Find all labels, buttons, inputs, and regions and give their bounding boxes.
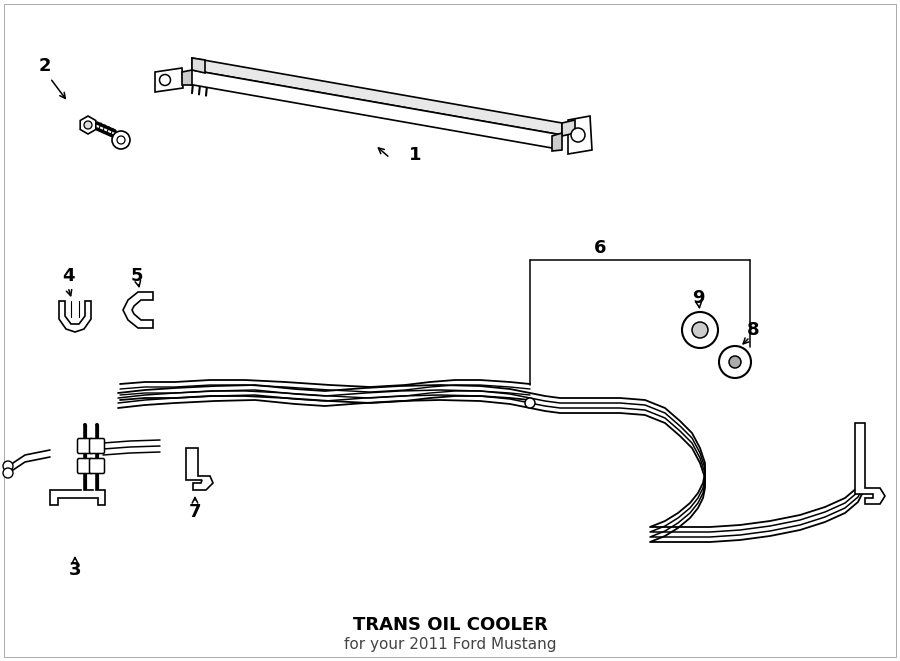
Polygon shape [182, 70, 192, 85]
Polygon shape [80, 116, 95, 134]
Polygon shape [562, 120, 575, 136]
Circle shape [84, 121, 92, 129]
Polygon shape [568, 116, 592, 154]
Circle shape [112, 131, 130, 149]
Circle shape [719, 346, 751, 378]
Polygon shape [192, 58, 205, 73]
Polygon shape [182, 70, 562, 148]
Text: 3: 3 [68, 561, 81, 579]
Circle shape [3, 468, 13, 478]
Circle shape [571, 128, 585, 142]
Polygon shape [123, 292, 153, 328]
Text: 4: 4 [62, 267, 74, 285]
Circle shape [525, 398, 535, 408]
Circle shape [159, 75, 170, 85]
Circle shape [117, 136, 125, 144]
Circle shape [3, 461, 13, 471]
Text: 1: 1 [409, 146, 421, 164]
FancyBboxPatch shape [89, 459, 104, 473]
FancyBboxPatch shape [89, 438, 104, 453]
Text: 8: 8 [747, 321, 760, 339]
Circle shape [729, 356, 741, 368]
Text: 5: 5 [130, 267, 143, 285]
Polygon shape [59, 301, 91, 332]
Circle shape [682, 312, 718, 348]
FancyBboxPatch shape [77, 438, 93, 453]
Polygon shape [50, 490, 105, 505]
Text: 6: 6 [594, 239, 607, 257]
Polygon shape [855, 423, 885, 504]
FancyBboxPatch shape [77, 459, 93, 473]
Circle shape [692, 322, 708, 338]
Polygon shape [155, 68, 183, 92]
Polygon shape [186, 448, 213, 490]
Text: 7: 7 [189, 503, 202, 521]
Text: for your 2011 Ford Mustang: for your 2011 Ford Mustang [344, 637, 556, 652]
Text: TRANS OIL COOLER: TRANS OIL COOLER [353, 616, 547, 634]
Text: 2: 2 [39, 57, 51, 75]
Polygon shape [552, 133, 562, 151]
Text: 9: 9 [692, 289, 704, 307]
Polygon shape [192, 58, 562, 135]
